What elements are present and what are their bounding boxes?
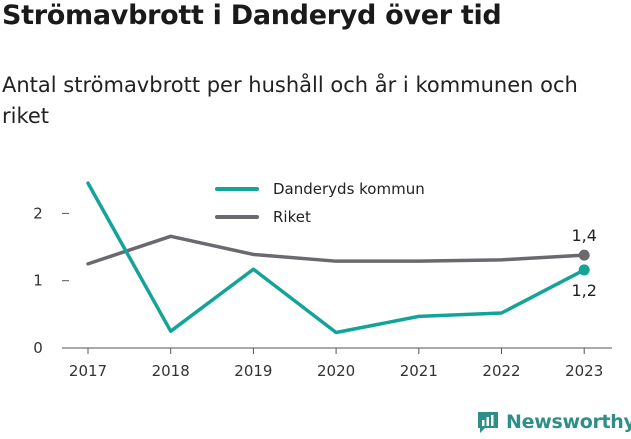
x-tick-label: 2020 <box>317 362 355 380</box>
series-line-danderyd <box>86 181 586 335</box>
x-tick-label: 2022 <box>482 362 520 380</box>
x-tick-label: 2023 <box>565 362 603 380</box>
line-chart: 0 1 2 2017 2018 2019 2020 2021 2022 2023 1,2 1,4 Dan… <box>33 180 612 380</box>
end-point-riket <box>578 249 590 261</box>
x-tick-label: 2021 <box>400 362 438 380</box>
x-tick-label: 2019 <box>234 362 272 380</box>
brand-logo[interactable]: Newsworthy <box>476 408 631 436</box>
end-label-danderyd: 1,2 <box>571 281 596 300</box>
chart-subtitle: Antal strömavbrott per hushåll och år i … <box>2 73 578 128</box>
newsworthy-icon <box>478 412 498 433</box>
x-tick-label: 2017 <box>69 362 107 380</box>
y-tick-label: 2 <box>33 204 43 222</box>
end-point-danderyd <box>578 264 590 276</box>
end-label-riket: 1,4 <box>571 226 596 245</box>
y-tick-label: 1 <box>33 272 43 290</box>
chart-title: Strömavbrott i Danderyd över tid <box>2 0 502 31</box>
y-tick-label: 0 <box>33 339 43 357</box>
x-tick-label: 2018 <box>152 362 190 380</box>
legend-label: Danderyds kommun <box>273 180 425 198</box>
legend-label: Riket <box>273 208 311 226</box>
brand-name: Newsworthy <box>506 411 631 433</box>
series-line-riket <box>86 234 586 266</box>
